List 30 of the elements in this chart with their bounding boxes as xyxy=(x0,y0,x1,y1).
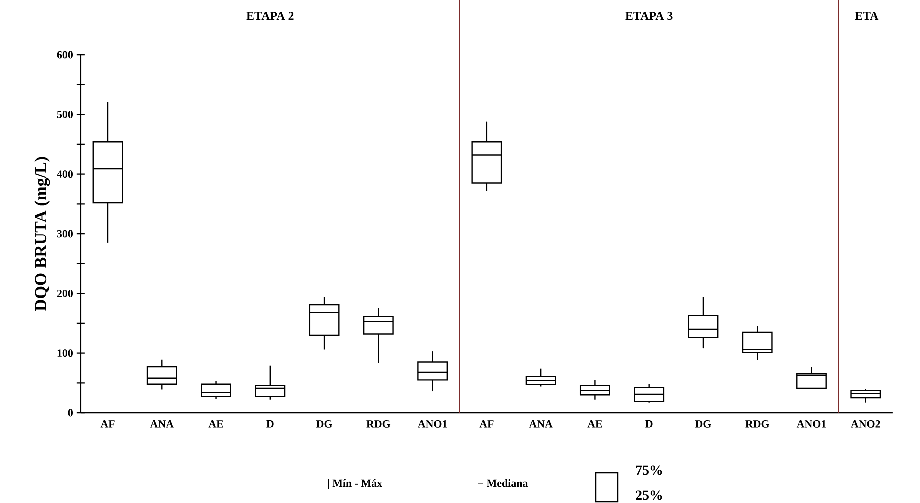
y-tick-label: 100 xyxy=(58,350,73,358)
text: | Mín - Máx xyxy=(328,479,382,490)
text: ETA xyxy=(855,12,879,20)
y-tick-label: 0 xyxy=(68,409,73,417)
x-tick-label: AF xyxy=(480,420,494,428)
y-tick-label: 600 xyxy=(57,51,73,59)
text: ETAPA 2 xyxy=(246,12,294,20)
text: − Mediana xyxy=(478,479,528,488)
x-tick-label: ANO2 xyxy=(851,420,880,428)
text: 25% xyxy=(636,490,662,500)
y-tick-label: 400 xyxy=(57,170,73,178)
x-tick-label: RDG xyxy=(746,420,770,428)
text: 75% xyxy=(636,466,662,476)
x-tick-label: ANA xyxy=(529,420,553,428)
x-tick-label: AE xyxy=(208,420,224,428)
x-tick-label: RDG xyxy=(366,420,391,428)
x-tick-label: AE xyxy=(588,420,602,428)
y-tick-label: 300 xyxy=(57,230,73,238)
y-axis-title: DQO BRUTA (mg/L) xyxy=(34,157,50,312)
y-tick-label: 500 xyxy=(57,110,73,118)
x-tick-label: DG xyxy=(316,420,332,428)
x-tick-label: D xyxy=(266,420,274,428)
x-tick-label: ANA xyxy=(150,420,174,428)
x-tick-label: ANO1 xyxy=(418,420,448,428)
x-tick-label: ANO1 xyxy=(796,420,826,428)
x-tick-label: AF xyxy=(100,420,115,428)
y-tick-label: 200 xyxy=(57,290,73,298)
text: ETAPA 3 xyxy=(626,12,673,20)
x-tick-label: D xyxy=(646,420,653,428)
x-tick-label: DG xyxy=(695,420,712,428)
